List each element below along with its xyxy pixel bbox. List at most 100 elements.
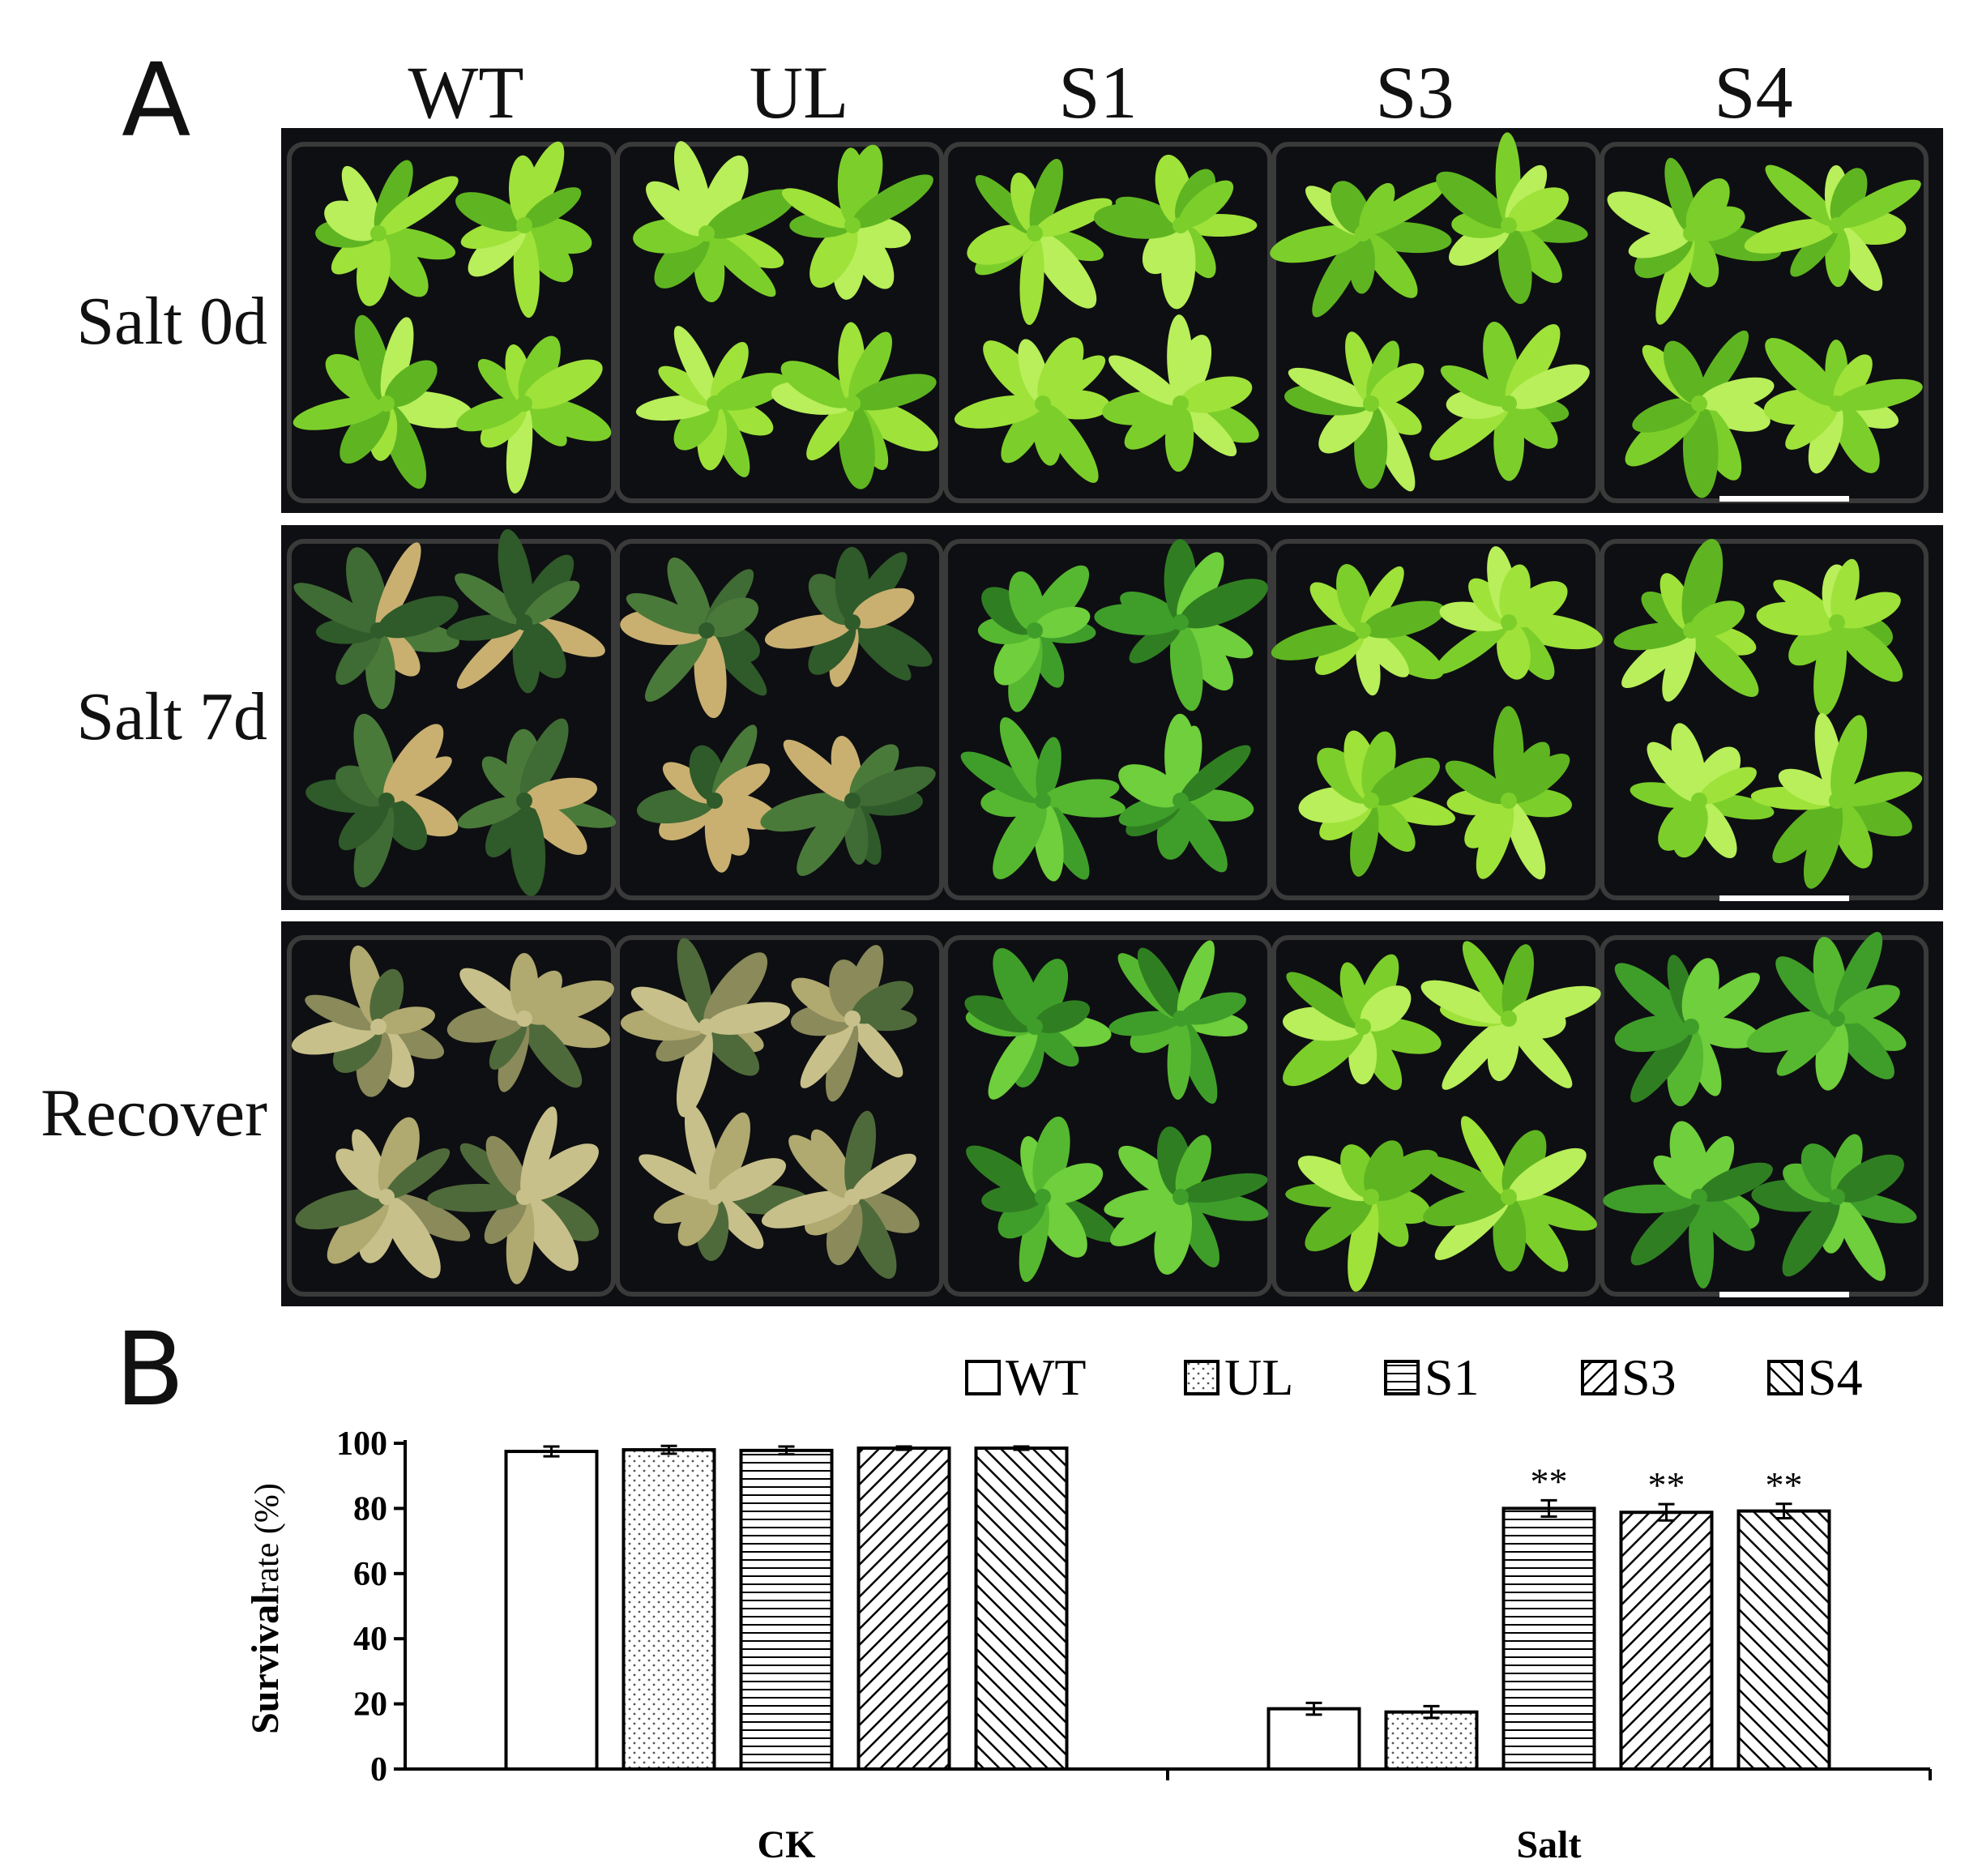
- leaf: [1614, 963, 1693, 1029]
- rosette-center: [1501, 217, 1517, 233]
- leaf: [1505, 800, 1546, 880]
- y-tick-label: 100: [336, 1425, 387, 1463]
- pot-outlines-0d: [287, 142, 1929, 503]
- bar-s3-salt: [1619, 1511, 1714, 1771]
- leaf: [1362, 181, 1447, 236]
- leaf: [1001, 402, 1047, 464]
- leaf: [1508, 985, 1601, 1025]
- leaf: [353, 713, 395, 801]
- leaf: [340, 402, 391, 464]
- rosette-center: [516, 1189, 532, 1205]
- leaf: [1507, 581, 1568, 628]
- leaf: [810, 1129, 856, 1198]
- row-label-salt-7d: Salt 7d: [76, 679, 267, 754]
- leaf: [1108, 1011, 1181, 1036]
- leaf: [1830, 1134, 1863, 1198]
- leaf: [1508, 1191, 1597, 1231]
- rosette-center: [1027, 1019, 1043, 1035]
- leaf: [295, 1189, 387, 1230]
- leaf: [1434, 620, 1510, 675]
- leaf: [825, 1018, 859, 1102]
- leaf: [1360, 232, 1418, 298]
- leaf: [966, 1145, 1044, 1200]
- leaf: [705, 597, 759, 638]
- leaf: [761, 1190, 853, 1229]
- rosette-center: [516, 395, 532, 412]
- leaf: [960, 751, 1044, 804]
- leaf: [700, 155, 749, 234]
- leaf: [967, 224, 1036, 265]
- leaf: [1765, 338, 1839, 406]
- y-axis-title-bold: Survival: [244, 1594, 287, 1734]
- leaf: [1180, 579, 1268, 629]
- leaf: [1698, 1162, 1773, 1202]
- leaf: [484, 1195, 527, 1244]
- leaf: [705, 629, 767, 696]
- rosette-center: [1173, 395, 1189, 412]
- leaf: [1034, 1000, 1091, 1033]
- leaf: [1356, 630, 1381, 696]
- leaf: [1835, 1154, 1904, 1203]
- leaf: [1658, 798, 1704, 851]
- leaf: [706, 189, 797, 239]
- y-tick-label: 80: [353, 1490, 387, 1528]
- photo-salt-7d-image: [281, 525, 1943, 910]
- leaf: [851, 981, 914, 1024]
- leaf: [1836, 378, 1923, 411]
- leaf: [1765, 165, 1839, 227]
- leaf: [1312, 233, 1366, 318]
- leaf: [1041, 355, 1106, 406]
- leaf: [293, 583, 379, 634]
- rosette-center: [707, 1189, 723, 1205]
- leaf: [1038, 1195, 1087, 1258]
- leaf: [523, 777, 598, 810]
- leaf: [1270, 224, 1364, 263]
- leaf: [1808, 403, 1843, 474]
- rosette-center: [1035, 793, 1051, 809]
- leaf: [512, 622, 540, 694]
- rosette-center: [1691, 395, 1707, 412]
- plant-photo-recover: [281, 921, 1943, 1306]
- leaf: [1359, 182, 1395, 234]
- leaf: [706, 1002, 791, 1035]
- legend-label-wt: WT: [1006, 1348, 1087, 1406]
- rosette-center: [1363, 793, 1379, 809]
- rosette-center: [1501, 1011, 1517, 1027]
- leaf: [653, 1191, 715, 1224]
- leaf: [1663, 340, 1706, 404]
- leaf: [1497, 224, 1532, 305]
- leaf: [346, 547, 388, 631]
- leaf: [523, 402, 567, 447]
- leaf: [993, 799, 1047, 880]
- leaf: [658, 365, 715, 407]
- rosette-center: [707, 395, 723, 412]
- leaf: [705, 232, 776, 297]
- leaf: [384, 360, 438, 408]
- pot-outlines-recover: [287, 935, 1929, 1297]
- rosette-center: [370, 1019, 387, 1035]
- leaf: [1180, 992, 1246, 1025]
- rosette-center: [1173, 614, 1189, 630]
- leaf: [1506, 400, 1558, 449]
- leaf: [851, 621, 912, 681]
- leaf: [1436, 171, 1510, 229]
- leaf: [1832, 402, 1880, 473]
- leaf: [1362, 600, 1446, 639]
- leaf: [1697, 1194, 1755, 1251]
- panel-label-a: A: [122, 42, 191, 160]
- leaf: [964, 995, 1036, 1033]
- leaf: [806, 402, 855, 461]
- rosette-center: [516, 217, 532, 233]
- leaf: [1118, 764, 1182, 808]
- leaf: [1108, 355, 1181, 406]
- leaf: [760, 793, 853, 832]
- leaf: [1180, 376, 1253, 413]
- leaf: [1180, 1173, 1268, 1203]
- leaf: [626, 593, 707, 635]
- leaf: [1836, 771, 1923, 807]
- leaf: [646, 181, 709, 237]
- rosette-center: [1683, 622, 1699, 639]
- leaf: [1034, 606, 1091, 639]
- bar-s4-ck: [974, 1447, 1069, 1771]
- leaf: [520, 1106, 557, 1198]
